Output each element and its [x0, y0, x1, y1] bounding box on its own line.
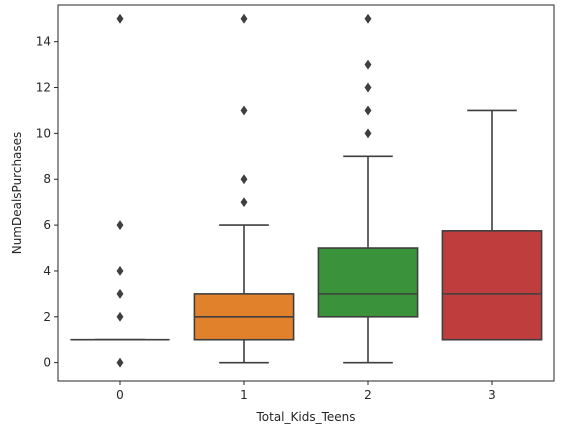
- outlier-2-10: [364, 128, 372, 139]
- outlier-0-6: [116, 220, 124, 231]
- outlier-0-15: [116, 13, 124, 24]
- y-tick-label-8: 8: [43, 172, 51, 186]
- x-tick-label-1: 1: [240, 388, 248, 402]
- outlier-0-4: [116, 265, 124, 276]
- plot-area: [70, 13, 543, 368]
- y-tick-label-0: 0: [43, 356, 51, 370]
- x-tick-label-3: 3: [488, 388, 496, 402]
- outlier-1-15: [240, 13, 248, 24]
- y-tick-label-10: 10: [36, 126, 51, 140]
- outlier-2-11: [364, 105, 372, 116]
- box-2: [317, 247, 419, 318]
- box-group-1: [193, 13, 295, 364]
- outlier-0-3: [116, 288, 124, 299]
- box-group-2: [317, 13, 419, 364]
- y-tick-label-6: 6: [43, 218, 51, 232]
- outlier-2-15: [364, 13, 372, 24]
- outlier-2-13: [364, 59, 372, 70]
- y-axis: 0 2 4 6 8 10 12 14: [36, 35, 58, 370]
- y-axis-label: NumDealsPurchases: [10, 132, 24, 255]
- outlier-1-7: [240, 197, 248, 208]
- y-tick-label-14: 14: [36, 35, 51, 49]
- outlier-1-11: [240, 105, 248, 116]
- x-axis-label: Total_Kids_Teens: [255, 410, 355, 424]
- y-tick-label-4: 4: [43, 264, 51, 278]
- outlier-1-8: [240, 174, 248, 185]
- y-tick-label-12: 12: [36, 81, 51, 95]
- x-tick-label-0: 0: [116, 388, 124, 402]
- x-tick-label-2: 2: [364, 388, 372, 402]
- box-group-3: [441, 109, 543, 341]
- plot-frame: [57, 4, 555, 382]
- box-group-0: [70, 13, 170, 368]
- outlier-0-0: [116, 357, 124, 368]
- x-axis: 0 1 2 3: [116, 381, 496, 402]
- y-tick-label-2: 2: [43, 310, 51, 324]
- box-3: [441, 230, 543, 341]
- outlier-2-12: [364, 82, 372, 93]
- outlier-0-2: [116, 311, 124, 322]
